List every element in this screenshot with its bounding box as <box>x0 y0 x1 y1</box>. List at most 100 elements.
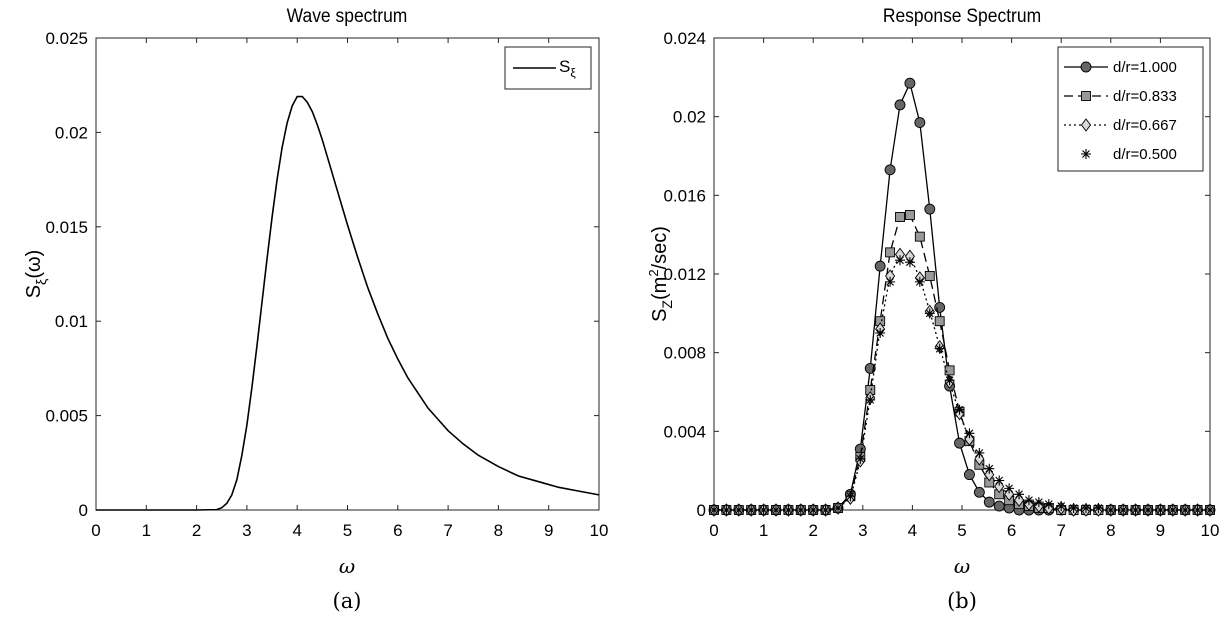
data-point <box>1080 61 1092 73</box>
x-tick-label: 6 <box>1007 521 1016 540</box>
plot-area <box>95 37 600 511</box>
response-spectrum-chart: Response Spectrum 0 1 2 3 4 5 6 7 8 9 10 0 0.004 0.0… <box>646 4 1219 613</box>
x-tick-label: 3 <box>858 521 867 540</box>
data-point <box>795 505 806 515</box>
y-label-subscript: Z <box>659 300 675 309</box>
legend-label-base: S <box>559 57 570 76</box>
y-label-mid: (m <box>649 277 671 300</box>
x-tick-label: 6 <box>393 521 402 540</box>
y-tick-label: 0.024 <box>663 29 706 48</box>
data-point <box>954 404 965 415</box>
legend-label-subscript: ξ <box>570 66 576 80</box>
data-point <box>1080 118 1092 132</box>
y-tick-marks: 0 0.005 0.01 0.015 0.02 0.025 <box>45 29 599 520</box>
data-point <box>721 505 732 515</box>
data-point <box>934 343 945 354</box>
x-axis-label: ω <box>954 554 970 578</box>
data-point <box>875 328 886 338</box>
x-tick-label: 7 <box>1056 521 1065 540</box>
data-point <box>934 301 946 313</box>
data-point <box>709 505 719 515</box>
data-point <box>746 505 757 515</box>
series-line <box>96 95 600 511</box>
series-group <box>708 77 1216 517</box>
data-point <box>984 463 995 474</box>
data-point <box>1205 505 1215 515</box>
y-axis-label: SZ(m2/sec) <box>646 226 675 322</box>
data-point <box>954 437 965 449</box>
data-point <box>914 117 926 129</box>
data-point <box>944 365 955 376</box>
x-tick-marks: 0 1 2 3 4 5 6 7 8 9 10 <box>91 38 608 540</box>
data-point <box>924 271 935 281</box>
x-axis-label: ω <box>339 554 355 578</box>
data-point <box>874 260 886 272</box>
data-point <box>783 505 794 515</box>
y-label-base: S <box>23 285 45 298</box>
data-point <box>924 203 936 215</box>
data-point <box>1081 91 1091 101</box>
legend-entry-label: d/r=0.667 <box>1113 117 1177 134</box>
y-tick-label: 0 <box>79 501 88 520</box>
legend-entry-label: d/r=0.500 <box>1113 146 1177 163</box>
legend-entry: Sξ <box>559 57 576 80</box>
x-tick-label: 8 <box>494 521 503 540</box>
data-point <box>904 257 915 268</box>
data-point <box>1130 505 1141 515</box>
y-label-subscript: ξ <box>33 279 49 285</box>
legend: Sξ <box>504 46 592 90</box>
data-point <box>894 99 906 111</box>
y-axis-label: Sξ(ω) <box>23 250 49 299</box>
x-tick-label: 0 <box>91 521 100 540</box>
data-point <box>904 77 916 89</box>
x-tick-label: 2 <box>808 521 817 540</box>
data-point <box>973 486 985 498</box>
y-tick-label: 0.025 <box>45 29 88 48</box>
data-point <box>914 276 925 287</box>
y-label-suffix: (ω) <box>23 250 45 279</box>
y-tick-label: 0.02 <box>673 108 706 127</box>
y-tick-label: 0.02 <box>55 123 88 142</box>
y-tick-label: 0.004 <box>663 422 706 441</box>
data-point <box>833 503 843 514</box>
data-point <box>895 212 905 222</box>
data-point <box>884 164 896 176</box>
data-point <box>733 505 744 515</box>
data-point <box>845 491 856 502</box>
data-point <box>820 505 831 515</box>
data-point <box>1043 499 1054 510</box>
y-label-suffix: /sec) <box>649 226 671 269</box>
data-point <box>1180 505 1191 515</box>
x-tick-label: 0 <box>709 521 718 540</box>
x-tick-label: 8 <box>1106 521 1115 540</box>
data-point <box>994 475 1005 486</box>
x-tick-label: 1 <box>759 521 768 540</box>
x-tick-label: 1 <box>142 521 151 540</box>
x-tick-label: 3 <box>242 521 251 540</box>
x-tick-label: 9 <box>1156 521 1165 540</box>
data-point <box>895 255 905 266</box>
y-tick-label: 0.016 <box>663 186 706 205</box>
x-tick-label: 10 <box>1201 521 1220 540</box>
y-label-superscript: 2 <box>646 269 661 276</box>
data-point <box>758 505 769 515</box>
data-point <box>1004 483 1015 494</box>
wave-spectrum-chart: Wave spectrum 0 1 2 3 4 5 6 7 8 9 10 0 0.005 0.01 0.0… <box>23 4 608 613</box>
x-tick-label: 5 <box>957 521 966 540</box>
data-point <box>934 316 945 327</box>
data-point <box>1081 149 1091 159</box>
data-point <box>964 428 975 439</box>
data-point <box>904 210 915 220</box>
y-label-base: S <box>649 309 671 322</box>
y-tick-label: 0.005 <box>45 407 88 426</box>
data-point <box>924 308 935 319</box>
data-point <box>885 247 896 258</box>
y-tick-label: 0 <box>697 501 706 520</box>
x-tick-label: 10 <box>590 521 609 540</box>
panel-label: (a) <box>333 589 362 613</box>
data-point <box>993 500 1005 512</box>
data-point <box>1192 505 1203 515</box>
data-point <box>1143 505 1153 515</box>
x-tick-marks: 0 1 2 3 4 5 6 7 8 9 10 <box>709 38 1219 540</box>
